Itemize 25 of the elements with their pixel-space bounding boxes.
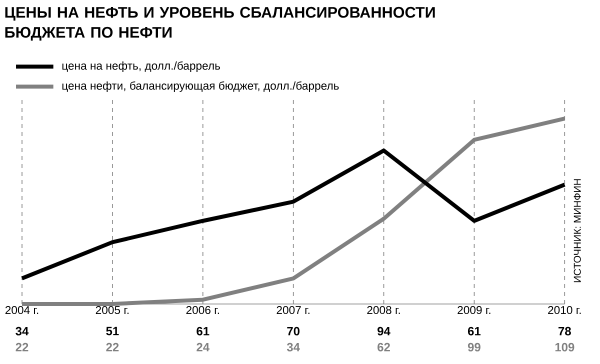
data-label: 34 (286, 342, 300, 352)
data-label: 78 (558, 326, 571, 336)
data-label: 22 (16, 342, 28, 352)
text: ИСТОЧНИК: МИНФИН (574, 179, 581, 282)
x-tick-label: 2009 г. (458, 306, 490, 314)
data-label: 34 (16, 326, 29, 336)
legend-label: цена на нефть, долл./баррель (62, 61, 220, 72)
x-tick-label: 2007 г. (276, 306, 310, 314)
x-tick-label: 2004 г. (5, 306, 38, 314)
x-tick-label: 2006 г. (186, 306, 219, 314)
data-label: 109 (555, 342, 574, 352)
legend-label: цена нефти, балансирующая бюджет, долл./баррель (62, 81, 339, 92)
x-tick-label: 2008 г. (367, 306, 400, 314)
data-label: 61 (196, 326, 210, 336)
data-label: 94 (378, 326, 390, 336)
data-label: 51 (106, 326, 119, 336)
data-label: 99 (468, 342, 480, 352)
x-tick-label: 2005 г. (96, 306, 129, 314)
data-label: 24 (196, 342, 210, 352)
x-tick-label: 2010 г. (548, 306, 581, 314)
chart-title: ЦЕНЫ НА НЕФТЬ И УРОВЕНЬ СБАЛАНСИРОВАННОСТИ БЮДЖЕТА ПО НЕФТИ (5, 6, 435, 41)
data-label: 61 (468, 326, 481, 336)
data-label: 22 (106, 342, 119, 352)
data-label: 62 (378, 342, 390, 352)
data-label: 70 (287, 326, 300, 336)
